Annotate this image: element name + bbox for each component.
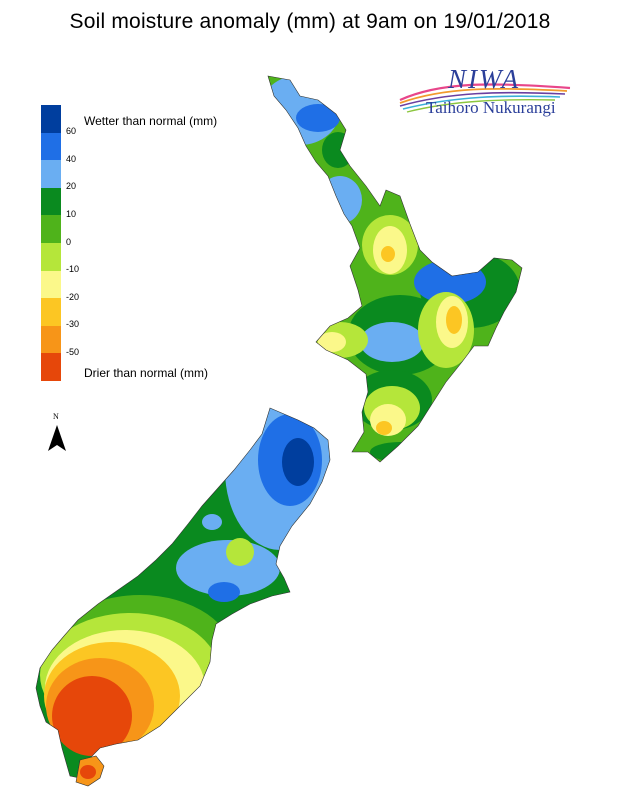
legend-swatch [41, 298, 61, 327]
legend-swatch [41, 353, 61, 382]
logo-name: NIWA [448, 64, 521, 94]
legend-wetter-label: Wetter than normal (mm) [84, 114, 218, 128]
legend-tick: 20 [66, 181, 77, 191]
legend-tick: -30 [66, 319, 80, 329]
legend-swatch [41, 243, 61, 272]
legend-swatch [41, 105, 61, 134]
north-arrow-icon [48, 425, 66, 451]
legend-swatch [41, 270, 61, 299]
map-title: Soil moisture anomaly (mm) at 9am on 19/… [69, 10, 551, 33]
legend-tick: 40 [66, 154, 77, 164]
legend-tick: -10 [66, 264, 80, 274]
legend-tick: -50 [66, 347, 80, 357]
legend-swatch [41, 187, 61, 216]
north-island [268, 76, 522, 462]
legend-tick: 10 [66, 209, 77, 219]
niwa-logo-swoosh [399, 83, 571, 113]
stewart-island [75, 755, 105, 787]
legend-swatch [41, 132, 61, 161]
legend-tick: 0 [66, 237, 72, 247]
north-label: N [53, 412, 59, 421]
legend-tick: -20 [66, 292, 80, 302]
legend-swatch [41, 160, 61, 189]
legend-tick: 60 [66, 126, 77, 136]
legend-drier-label: Drier than normal (mm) [84, 366, 209, 380]
south-island [36, 408, 330, 778]
legend-swatch [41, 215, 61, 244]
legend-colorbar [41, 105, 61, 382]
logo-subtitle: Taihoro Nukurangi [426, 98, 556, 117]
legend-swatch [41, 325, 61, 354]
